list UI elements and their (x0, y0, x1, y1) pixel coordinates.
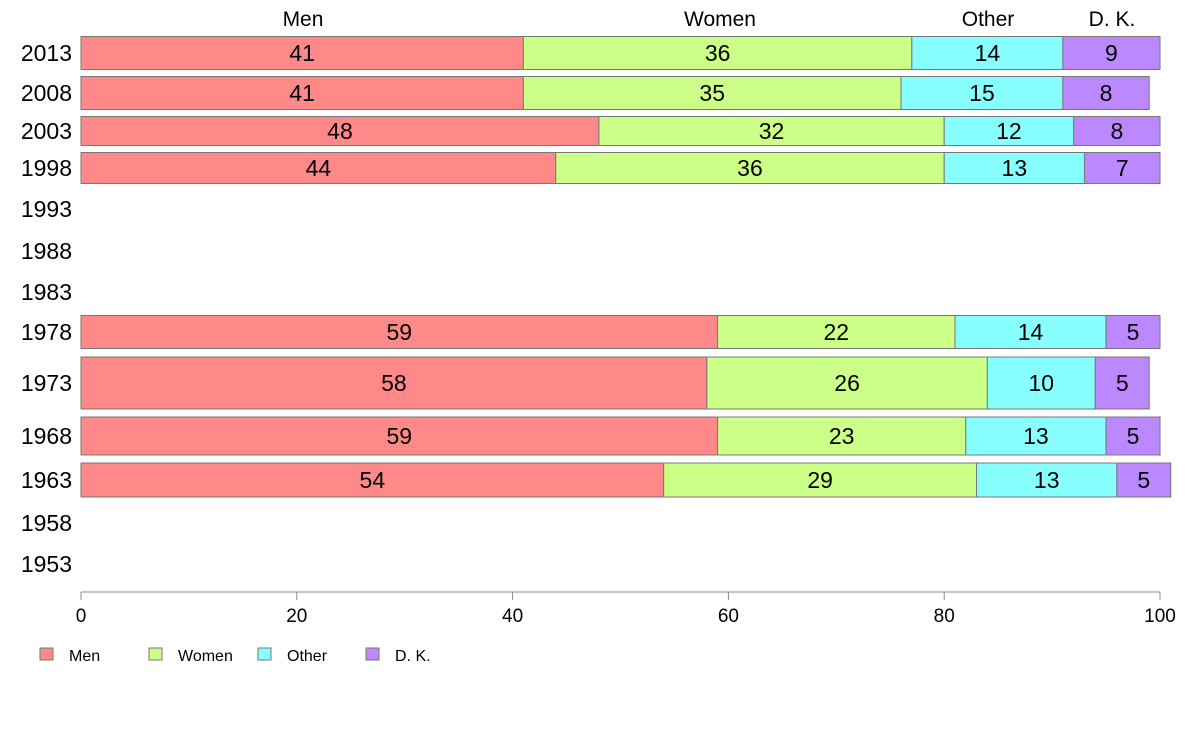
x-tick-label-60: 60 (718, 606, 739, 627)
bar-men-1998 (80, 152, 557, 184)
value-label-other-1998: 13 (1002, 155, 1028, 181)
legend-swatch-women (148, 647, 163, 661)
value-label-d-k-1998: 7 (1116, 155, 1129, 181)
bar-d-k-2003 (1073, 116, 1161, 146)
bar-other-1963 (976, 462, 1118, 498)
bar-men-2003 (80, 116, 600, 146)
value-label-other-1963: 13 (1034, 467, 1060, 493)
legend-label-d-k: D. K. (395, 648, 431, 665)
bar-men-1973 (80, 356, 708, 410)
value-label-d-k-1973: 5 (1116, 370, 1129, 396)
year-label-1963: 1963 (21, 467, 72, 493)
value-label-women-1998: 36 (737, 155, 763, 181)
bar-other-2013 (911, 36, 1064, 70)
value-label-men-1973: 58 (381, 370, 407, 396)
legend: Men Women Other D. K. (39, 647, 431, 665)
value-label-men-2003: 48 (327, 118, 353, 144)
bar-d-k-2013 (1062, 36, 1161, 70)
header-label-women: Women (684, 8, 756, 31)
bar-women-1978 (717, 315, 956, 349)
value-label-women-1963: 29 (807, 467, 833, 493)
legend-label-men: Men (69, 648, 100, 665)
year-label-1953: 1953 (21, 551, 72, 577)
year-label-1993: 1993 (21, 196, 72, 222)
bar-d-k-2008 (1062, 76, 1150, 110)
bar-d-k-1998 (1083, 152, 1161, 184)
bar-other-2008 (900, 76, 1064, 110)
x-tick-label-0: 0 (76, 606, 87, 627)
bar-men-2013 (80, 36, 524, 70)
value-label-other-2013: 14 (975, 40, 1001, 66)
legend-label-women: Women (178, 648, 233, 665)
bar-women-1998 (555, 152, 945, 184)
bar-women-1973 (706, 356, 988, 410)
year-label-1973: 1973 (21, 370, 72, 396)
value-label-women-1978: 22 (824, 319, 850, 345)
value-label-women-1968: 23 (829, 423, 855, 449)
value-label-women-1973: 26 (834, 370, 860, 396)
value-label-d-k-1978: 5 (1127, 319, 1140, 345)
series-header-labels: Men Women Other D. K. (283, 8, 1136, 31)
value-label-women-2003: 32 (759, 118, 785, 144)
year-label-1988: 1988 (21, 238, 72, 264)
value-label-d-k-2008: 8 (1100, 80, 1113, 106)
bar-men-2008 (80, 76, 524, 110)
legend-swatch-d-k (365, 647, 380, 661)
value-label-d-k-1968: 5 (1127, 423, 1140, 449)
value-label-men-2013: 41 (289, 40, 315, 66)
value-label-d-k-2003: 8 (1110, 118, 1123, 144)
value-label-men-1963: 54 (360, 467, 386, 493)
year-label-2013: 2013 (21, 40, 72, 66)
value-label-other-1968: 13 (1023, 423, 1049, 449)
value-label-women-2008: 35 (699, 80, 725, 106)
value-label-other-2003: 12 (996, 118, 1022, 144)
header-label-d-k: D. K. (1089, 8, 1136, 31)
value-label-other-1978: 14 (1018, 319, 1044, 345)
bar-women-2013 (522, 36, 913, 70)
bar-men-1978 (80, 315, 719, 349)
year-label-1968: 1968 (21, 423, 72, 449)
bar-women-2003 (598, 116, 945, 146)
year-label-1958: 1958 (21, 510, 72, 536)
x-axis: 0 20 40 60 80 100 (76, 591, 1176, 627)
x-tick-label-100: 100 (1144, 606, 1176, 627)
value-label-men-1998: 44 (306, 155, 332, 181)
bar-other-1978 (954, 315, 1107, 349)
year-label-2008: 2008 (21, 80, 72, 106)
category-labels: 2013 2008 2003 1998 1993 1988 1983 1978 1973 1968… (21, 40, 72, 577)
value-label-other-1973: 10 (1029, 370, 1055, 396)
bar-d-k-1978 (1105, 315, 1161, 349)
x-tick-label-20: 20 (286, 606, 307, 627)
value-label-men-1968: 59 (387, 423, 413, 449)
value-label-men-2008: 41 (289, 80, 315, 106)
value-label-men-1978: 59 (387, 319, 413, 345)
x-tick-label-80: 80 (934, 606, 955, 627)
value-label-women-2013: 36 (705, 40, 731, 66)
year-label-1983: 1983 (21, 279, 72, 305)
value-label-other-2008: 15 (969, 80, 995, 106)
bar-d-k-1973 (1094, 356, 1150, 410)
value-label-d-k-2013: 9 (1105, 40, 1118, 66)
year-label-1998: 1998 (21, 155, 72, 181)
legend-swatch-men (39, 647, 54, 661)
legend-label-other: Other (287, 648, 328, 665)
header-label-men: Men (283, 8, 324, 31)
bars: 41 36 14 9 41 35 15 8 48 32 12 8 44 36 13 7 59 22 14 5 58 26 1… (80, 36, 1172, 498)
bar-other-1973 (986, 356, 1096, 410)
bar-other-1968 (965, 416, 1107, 456)
year-label-1978: 1978 (21, 319, 72, 345)
legend-swatch-other (257, 647, 272, 661)
bar-men-1968 (80, 416, 719, 456)
header-label-other: Other (962, 8, 1015, 31)
value-label-d-k-1963: 5 (1137, 467, 1150, 493)
year-label-2003: 2003 (21, 118, 72, 144)
bar-d-k-1968 (1105, 416, 1161, 456)
bar-d-k-1963 (1116, 462, 1172, 498)
bar-men-1963 (80, 462, 665, 498)
bar-women-2008 (522, 76, 902, 110)
x-tick-label-40: 40 (502, 606, 523, 627)
